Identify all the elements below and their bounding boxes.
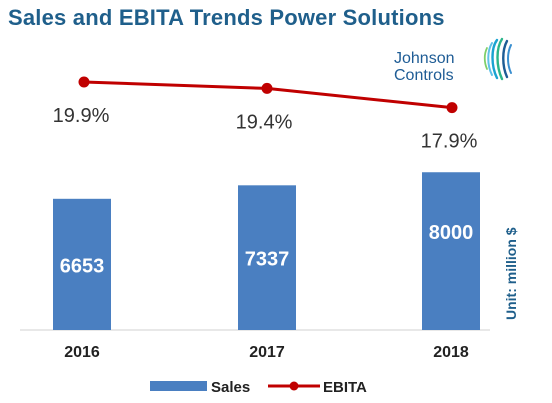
ebita-value-label-2016: 19.9% [53,105,110,127]
y-axis-unit-label: Unit: million $ [503,227,519,320]
ebita-point-2018 [446,102,458,114]
sales-bar-2017 [238,185,296,330]
x-tick-label-2016: 2016 [64,344,100,361]
ebita-value-label-2017: 19.4% [236,111,293,133]
x-tick-label-2017: 2017 [249,344,285,361]
logo-line-2: Controls [394,67,454,84]
x-tick-label-2018: 2018 [433,344,469,361]
legend: Sales EBITA [150,379,367,396]
johnson-controls-logo: Johnson Controls [394,36,524,86]
legend-ebita-label: EBITA [323,379,367,396]
logo-swirl-icon [483,37,512,81]
logo-text: Johnson Controls [394,50,455,84]
ebita-point-2017 [261,82,273,94]
ebita-value-label-2018: 17.9% [421,131,478,153]
sales-bar-2018 [422,172,480,330]
logo-line-1: Johnson [394,50,455,67]
ebita-point-2016 [78,76,90,88]
sales-value-label-2017: 7337 [245,249,290,271]
sales-bar-2016 [53,198,111,330]
legend-sales-label: Sales [211,379,250,396]
legend-ebita-marker [289,381,299,391]
legend-sales-swatch [150,381,207,391]
sales-value-label-2018: 8000 [429,222,474,244]
sales-value-label-2016: 6653 [60,255,105,277]
chart-title: Sales and EBITA Trends Power Solutions [8,5,445,30]
